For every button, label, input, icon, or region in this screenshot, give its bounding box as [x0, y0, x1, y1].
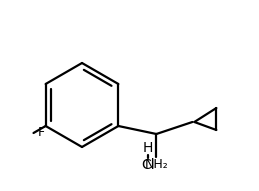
Text: NH₂: NH₂ [145, 159, 168, 172]
Text: F: F [38, 126, 45, 139]
Text: H: H [143, 141, 153, 155]
Text: Cl: Cl [141, 158, 155, 172]
